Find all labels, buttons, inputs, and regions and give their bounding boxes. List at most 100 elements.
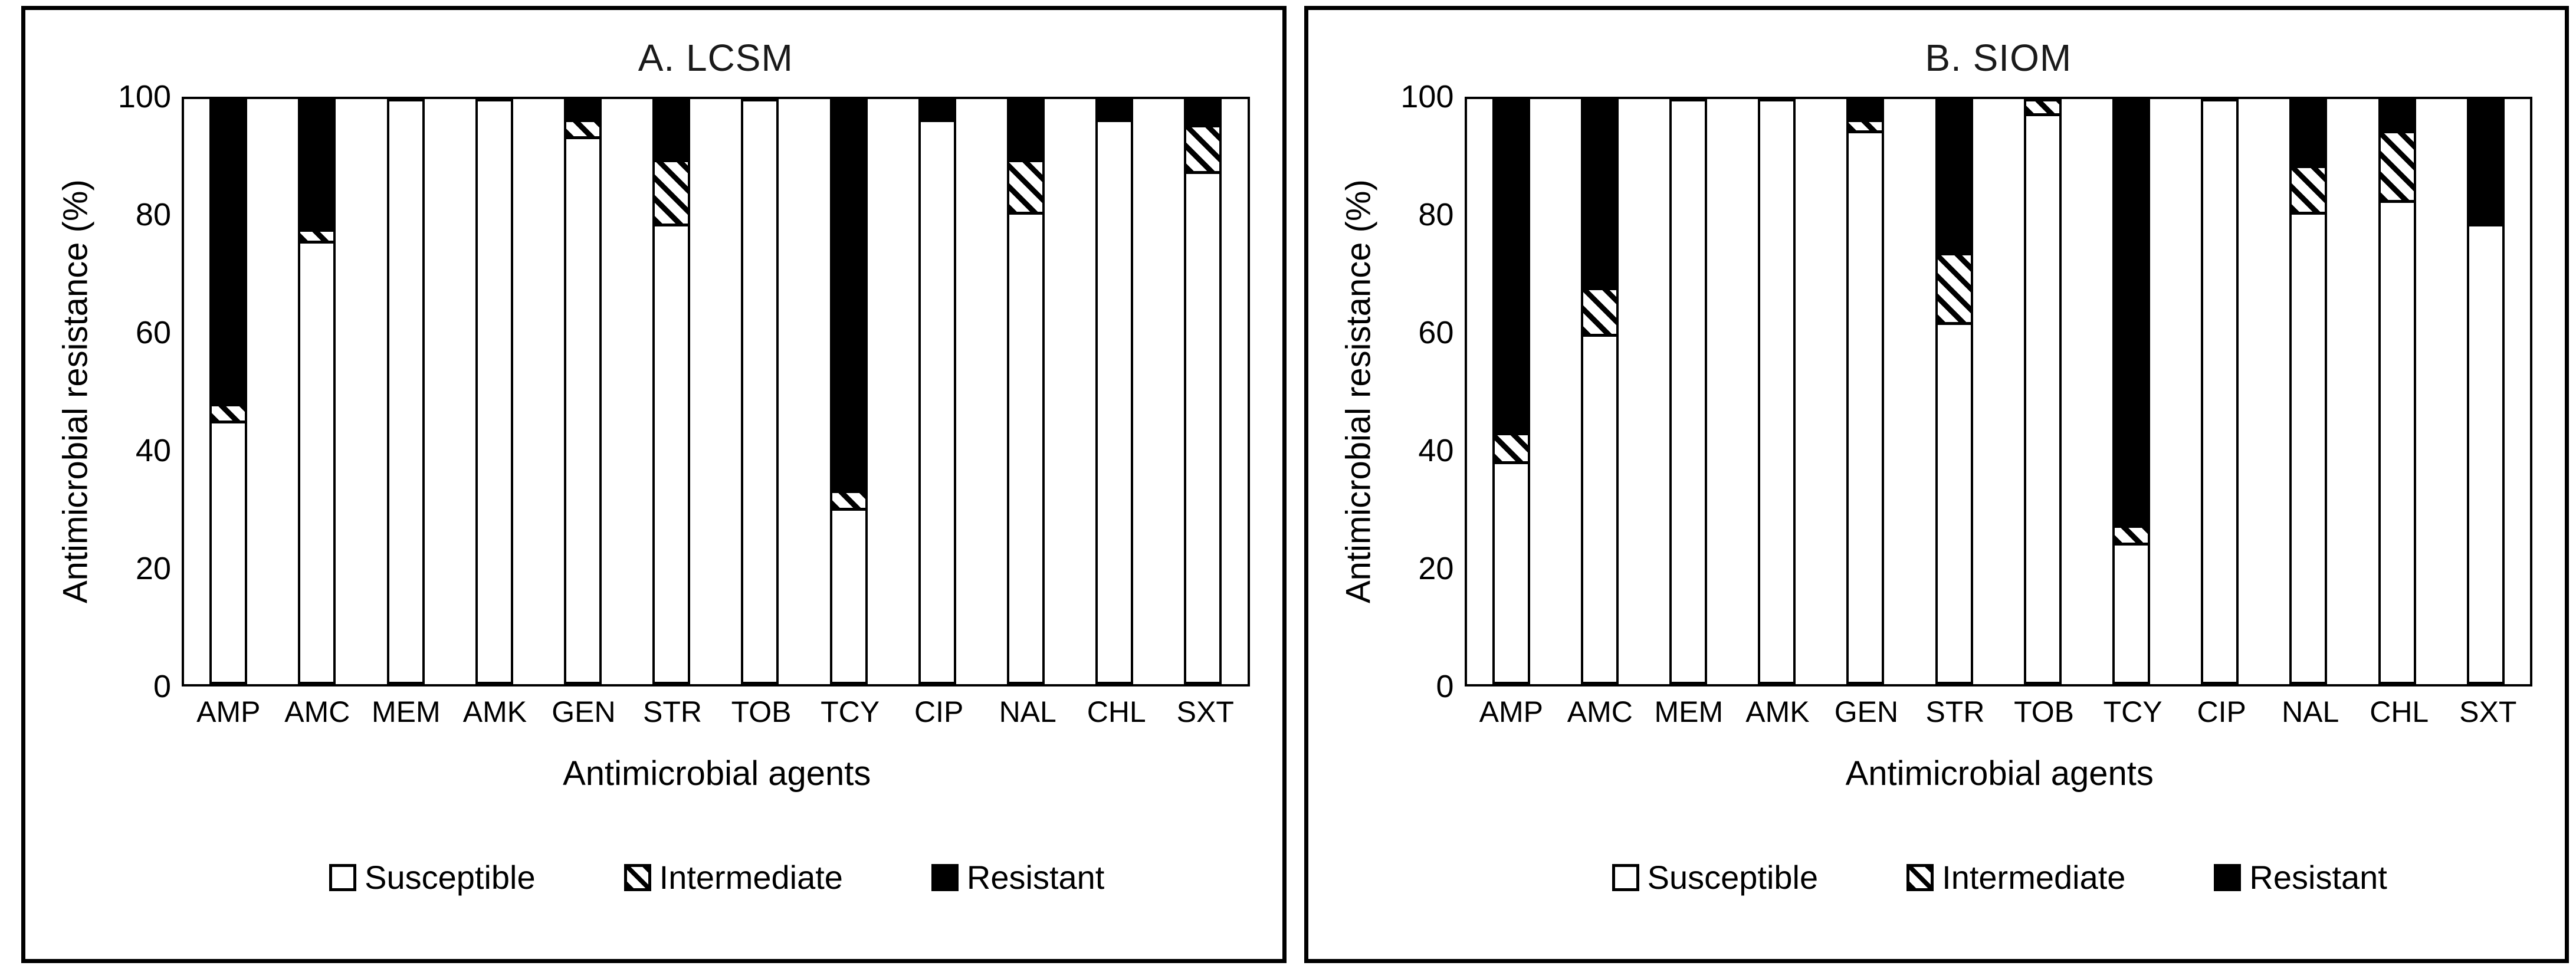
bar-chl-susceptible-segment <box>2380 200 2414 682</box>
intermediate-swatch-icon <box>624 863 651 891</box>
bar-slot-mem <box>361 99 449 684</box>
bar-sxt <box>2466 99 2505 684</box>
y-tick-100: 100 <box>117 79 171 114</box>
y-tick-100: 100 <box>1400 79 1454 114</box>
bar-amc <box>298 99 336 684</box>
bar-gen-susceptible-segment <box>1849 130 1882 682</box>
bar-cip-resistant-segment <box>920 101 954 119</box>
bar-mem-susceptible-segment <box>389 101 422 682</box>
y-tick-60: 60 <box>135 315 171 350</box>
plot-area-lcsm <box>182 97 1250 686</box>
bar-tob-susceptible-segment <box>743 101 777 682</box>
bar-amk-susceptible-segment <box>1760 101 1794 682</box>
x-label-amk: AMK <box>462 695 527 728</box>
legend-label: Intermediate <box>659 859 843 896</box>
bar-sxt-susceptible-segment <box>2469 223 2502 682</box>
y-tick-40: 40 <box>135 433 171 468</box>
bar-amp-susceptible-segment <box>212 421 245 682</box>
bar-slot-tob <box>1999 99 2087 684</box>
x-label-cip: CIP <box>914 695 964 728</box>
bar-nal-susceptible-segment <box>1009 211 1042 682</box>
bar-mem <box>386 99 425 684</box>
bar-amk-susceptible-segment <box>477 101 511 682</box>
title-spacer <box>1332 37 1465 79</box>
bar-amk <box>1758 99 1796 684</box>
y-axis-title: Antimicrobial resistance (%) <box>1339 179 1377 604</box>
panel-lcsm: A. LCSM Antimicrobial resistance (%) 100… <box>21 6 1287 963</box>
bar-slot-amk <box>1732 99 1821 684</box>
resistant-swatch-icon <box>2214 863 2242 891</box>
x-label-amk: AMK <box>1745 695 1810 728</box>
title-spacer <box>49 37 182 79</box>
x-label-tob: TOB <box>2014 695 2074 728</box>
susceptible-swatch-icon <box>1612 863 1639 891</box>
bar-slot-amc <box>273 99 361 684</box>
bar-slot-str <box>1910 99 1999 684</box>
bar-amc <box>1580 99 1619 684</box>
bar-amp <box>209 99 248 684</box>
x-label-sxt: SXT <box>1176 695 1234 728</box>
x-label-gen: GEN <box>1834 695 1899 728</box>
bar-nal <box>2289 99 2328 684</box>
bar-amp-resistant-segment <box>212 101 245 403</box>
bar-slot-sxt <box>2442 99 2530 684</box>
x-label-str: STR <box>1925 695 1985 728</box>
bar-sxt-resistant-segment <box>1186 101 1220 125</box>
bar-slot-str <box>627 99 716 684</box>
bar-cip-susceptible-segment <box>2203 101 2237 682</box>
x-label-nal: NAL <box>999 695 1056 728</box>
bar-slot-mem <box>1644 99 1732 684</box>
bar-str-susceptible-segment <box>1937 321 1971 682</box>
bar-amc-intermediate-segment <box>1583 287 1616 334</box>
bar-slot-tob <box>716 99 804 684</box>
x-label-amp: AMP <box>1479 695 1543 728</box>
bar-slot-cip <box>893 99 982 684</box>
bar-chl-susceptible-segment <box>1098 119 1131 682</box>
x-label-mem: MEM <box>372 695 441 728</box>
x-axis-labels: AMP AMC MEM AMK GEN STR TOB TCY CIP NAL CHL SXT <box>49 695 1250 729</box>
x-label-str: STR <box>643 695 702 728</box>
y-tick-80: 80 <box>1418 197 1454 232</box>
y-tick-80: 80 <box>135 197 171 232</box>
bar-slot-amk <box>450 99 539 684</box>
bar-gen-resistant-segment <box>1849 101 1882 119</box>
bar-tcy <box>2112 99 2151 684</box>
x-label-cip: CIP <box>2197 695 2246 728</box>
x-label-amc: AMC <box>1567 695 1633 728</box>
bar-amk <box>475 99 513 684</box>
bar-chl-intermediate-segment <box>2380 130 2414 201</box>
bar-nal-susceptible-segment <box>2292 211 2325 682</box>
bar-nal-resistant-segment <box>1009 101 1042 160</box>
bar-gen <box>1846 99 1885 684</box>
bar-gen-intermediate-segment <box>1849 119 1882 131</box>
bar-mem-susceptible-segment <box>1672 101 1705 682</box>
bar-nal <box>1006 99 1045 684</box>
legend-label: Susceptible <box>1647 859 1819 896</box>
bar-gen <box>563 99 602 684</box>
bar-slot-tcy <box>2087 99 2175 684</box>
bar-cip-susceptible-segment <box>920 119 954 682</box>
y-tick-40: 40 <box>1418 433 1454 468</box>
bar-slot-amp <box>1467 99 1556 684</box>
x-label-mem: MEM <box>1654 695 1724 728</box>
bar-chl-resistant-segment <box>2380 101 2414 131</box>
legend-item-resistant: Resistant <box>931 858 1104 896</box>
bar-tcy-susceptible-segment <box>832 507 865 682</box>
chart-title-siom: B. SIOM <box>1925 37 2072 79</box>
y-axis-ticks: 100 80 60 40 20 0 <box>102 79 182 704</box>
bar-amc-susceptible-segment <box>300 241 334 682</box>
susceptible-swatch-icon <box>329 863 357 891</box>
bar-gen-intermediate-segment <box>566 119 599 137</box>
bar-sxt-resistant-segment <box>2469 101 2502 224</box>
legend-label: Intermediate <box>1942 859 2126 896</box>
x-axis-title: Antimicrobial agents <box>1845 754 2154 793</box>
bar-tcy-intermediate-segment <box>832 490 865 508</box>
x-label-amc: AMC <box>284 695 350 728</box>
bar-str-intermediate-segment <box>1937 252 1971 322</box>
plot-area-siom <box>1464 97 2532 686</box>
bar-tob <box>2023 99 2062 684</box>
legend-label: Resistant <box>2249 859 2387 896</box>
bar-amc-resistant-segment <box>300 101 334 229</box>
bar-slot-sxt <box>1159 99 1247 684</box>
bar-amp <box>1492 99 1530 684</box>
